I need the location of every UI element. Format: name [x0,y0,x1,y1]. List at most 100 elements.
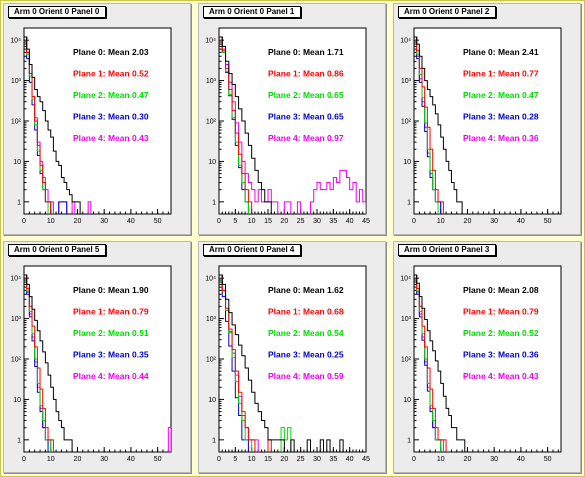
y-tick-label: 10² [11,357,22,364]
mean-label-plane-0: Plane 0: Mean 2.08 [463,285,539,295]
mean-label-plane-0: Plane 0: Mean 2.03 [73,47,149,57]
histogram-series-plane-0 [219,36,272,214]
x-tick-label: 10 [248,218,256,225]
mean-label-plane-1: Plane 1: Mean 0.86 [268,69,344,79]
histogram-pad-4: Arm 0 Orient 0 Panel 4 0 5 10 15 20 25 30 35 40 45… [198,241,386,473]
histogram-pad-2: Arm 0 Orient 0 Panel 2 0 10 20 30 40 50 1 10 10² 1… [393,3,581,235]
y-tick-label: 10⁴ [10,276,21,283]
x-tick-label: 5 [233,218,237,225]
x-tick-label: 10 [47,218,55,225]
histogram-series-plane-0 [24,36,81,214]
pad-title: Arm 0 Orient 0 Panel 1 [203,6,302,18]
x-tick-label: 50 [154,456,162,463]
mean-label-plane-4: Plane 4: Mean 0.43 [463,371,539,381]
x-tick-label: 20 [280,456,288,463]
x-tick-label: 10 [47,456,55,463]
y-tick-label: 10 [208,397,216,404]
x-tick-label: 40 [127,218,135,225]
x-tick-label: 0 [22,456,26,463]
histogram-plot: 0 5 10 15 20 25 30 35 40 45 1 10 10² 10³ 10⁴ Plane 0: M… [205,265,370,463]
x-tick-label: 40 [346,456,354,463]
histogram-pad-1: Arm 0 Orient 0 Panel 1 0 5 10 15 20 25 30 35 40 45… [198,3,386,235]
plot-frame [23,265,172,453]
x-tick-label: 5 [233,456,237,463]
x-tick-label: 40 [517,456,525,463]
x-tick-label: 10 [437,456,445,463]
histogram-series-plane-0 [24,274,73,452]
y-tick-label: 10⁴ [10,38,21,45]
mean-label-plane-3: Plane 3: Mean 0.28 [463,112,539,122]
x-tick-label: 0 [217,218,221,225]
histogram-series-plane-1 [219,36,253,214]
x-tick-label: 15 [264,456,272,463]
mean-label-plane-0: Plane 0: Mean 1.71 [268,47,344,57]
y-tick-label: 10⁴ [400,38,411,45]
y-tick-label: 10³ [206,316,217,323]
x-tick-label: 40 [517,218,525,225]
x-tick-label: 25 [297,456,305,463]
x-tick-label: 50 [544,218,552,225]
y-tick-label: 1 [17,199,21,206]
histogram-pad-3: Arm 0 Orient 0 Panel 5 0 10 20 30 40 50 1 10 10² 1… [3,241,191,473]
x-tick-label: 30 [313,218,321,225]
y-tick-label: 10³ [206,78,217,85]
x-tick-label: 30 [313,456,321,463]
y-tick-label: 10 [403,397,411,404]
histogram-series-plane-2 [219,36,249,214]
y-tick-label: 1 [407,437,411,444]
histogram-pad-5: Arm 0 Orient 0 Panel 3 0 10 20 30 40 50 1 10 10² 1… [393,241,581,473]
x-tick-label: 30 [100,456,108,463]
mean-label-plane-4: Plane 4: Mean 0.43 [73,133,149,143]
mean-label-plane-1: Plane 1: Mean 0.68 [268,307,344,317]
mean-label-plane-3: Plane 3: Mean 0.25 [268,350,344,360]
y-tick-label: 10³ [11,78,22,85]
histogram-series-plane-0 [414,274,466,452]
x-tick-label: 0 [22,218,26,225]
histogram-pad-0: Arm 0 Orient 0 Panel 0 0 10 20 30 40 50 1 10 10² 1… [3,3,191,235]
x-tick-label: 50 [544,456,552,463]
x-tick-label: 10 [248,456,256,463]
y-tick-label: 1 [17,437,21,444]
mean-label-plane-4: Plane 4: Mean 0.97 [268,133,344,143]
y-tick-label: 10 [13,159,21,166]
x-tick-label: 30 [100,218,108,225]
histogram-plot: 0 10 20 30 40 50 1 10 10² 10³ 10⁴ Plane 0: Mean 2.0… [10,27,172,225]
x-tick-label: 15 [264,218,272,225]
x-tick-label: 20 [280,218,288,225]
x-tick-label: 40 [127,456,135,463]
y-tick-label: 10² [206,357,217,364]
mean-label-plane-2: Plane 2: Mean 0.54 [268,328,344,338]
mean-label-plane-2: Plane 2: Mean 0.47 [463,90,539,100]
mean-label-plane-2: Plane 2: Mean 0.52 [463,328,539,338]
y-tick-label: 10 [13,397,21,404]
mean-label-plane-4: Plane 4: Mean 0.44 [73,371,149,381]
x-tick-label: 20 [464,456,472,463]
mean-label-plane-0: Plane 0: Mean 1.62 [268,285,344,295]
y-tick-label: 10² [401,357,412,364]
x-tick-label: 0 [412,218,416,225]
x-tick-label: 20 [74,456,82,463]
y-tick-label: 10² [401,119,412,126]
histogram-series-plane-1 [414,36,444,214]
histogram-plot: 0 10 20 30 40 50 1 10 10² 10³ 10⁴ Plane 0: Mean 2.4… [400,27,562,225]
y-tick-label: 10⁴ [205,38,216,45]
mean-label-plane-2: Plane 2: Mean 0.65 [268,90,344,100]
mean-label-plane-4: Plane 4: Mean 0.59 [268,371,344,381]
histogram-series-plane-1 [24,274,54,452]
y-tick-label: 10³ [11,316,22,323]
mean-label-plane-1: Plane 1: Mean 0.79 [73,307,149,317]
y-tick-label: 1 [212,199,216,206]
pad-title: Arm 0 Orient 0 Panel 3 [398,244,497,256]
mean-label-plane-3: Plane 3: Mean 0.65 [268,112,344,122]
x-tick-label: 25 [297,218,305,225]
mean-label-plane-2: Plane 2: Mean 0.51 [73,328,149,338]
histogram-series-plane-4 [219,36,366,214]
y-tick-label: 10³ [401,316,412,323]
x-tick-label: 45 [362,456,370,463]
plot-frame [413,265,562,453]
histogram-plot: 0 5 10 15 20 25 30 35 40 45 1 10 10² 10³ 10⁴ Plane 0: M… [205,27,370,225]
mean-label-plane-4: Plane 4: Mean 0.36 [463,133,539,143]
mean-label-plane-1: Plane 1: Mean 0.77 [463,69,539,79]
y-tick-label: 10 [208,159,216,166]
